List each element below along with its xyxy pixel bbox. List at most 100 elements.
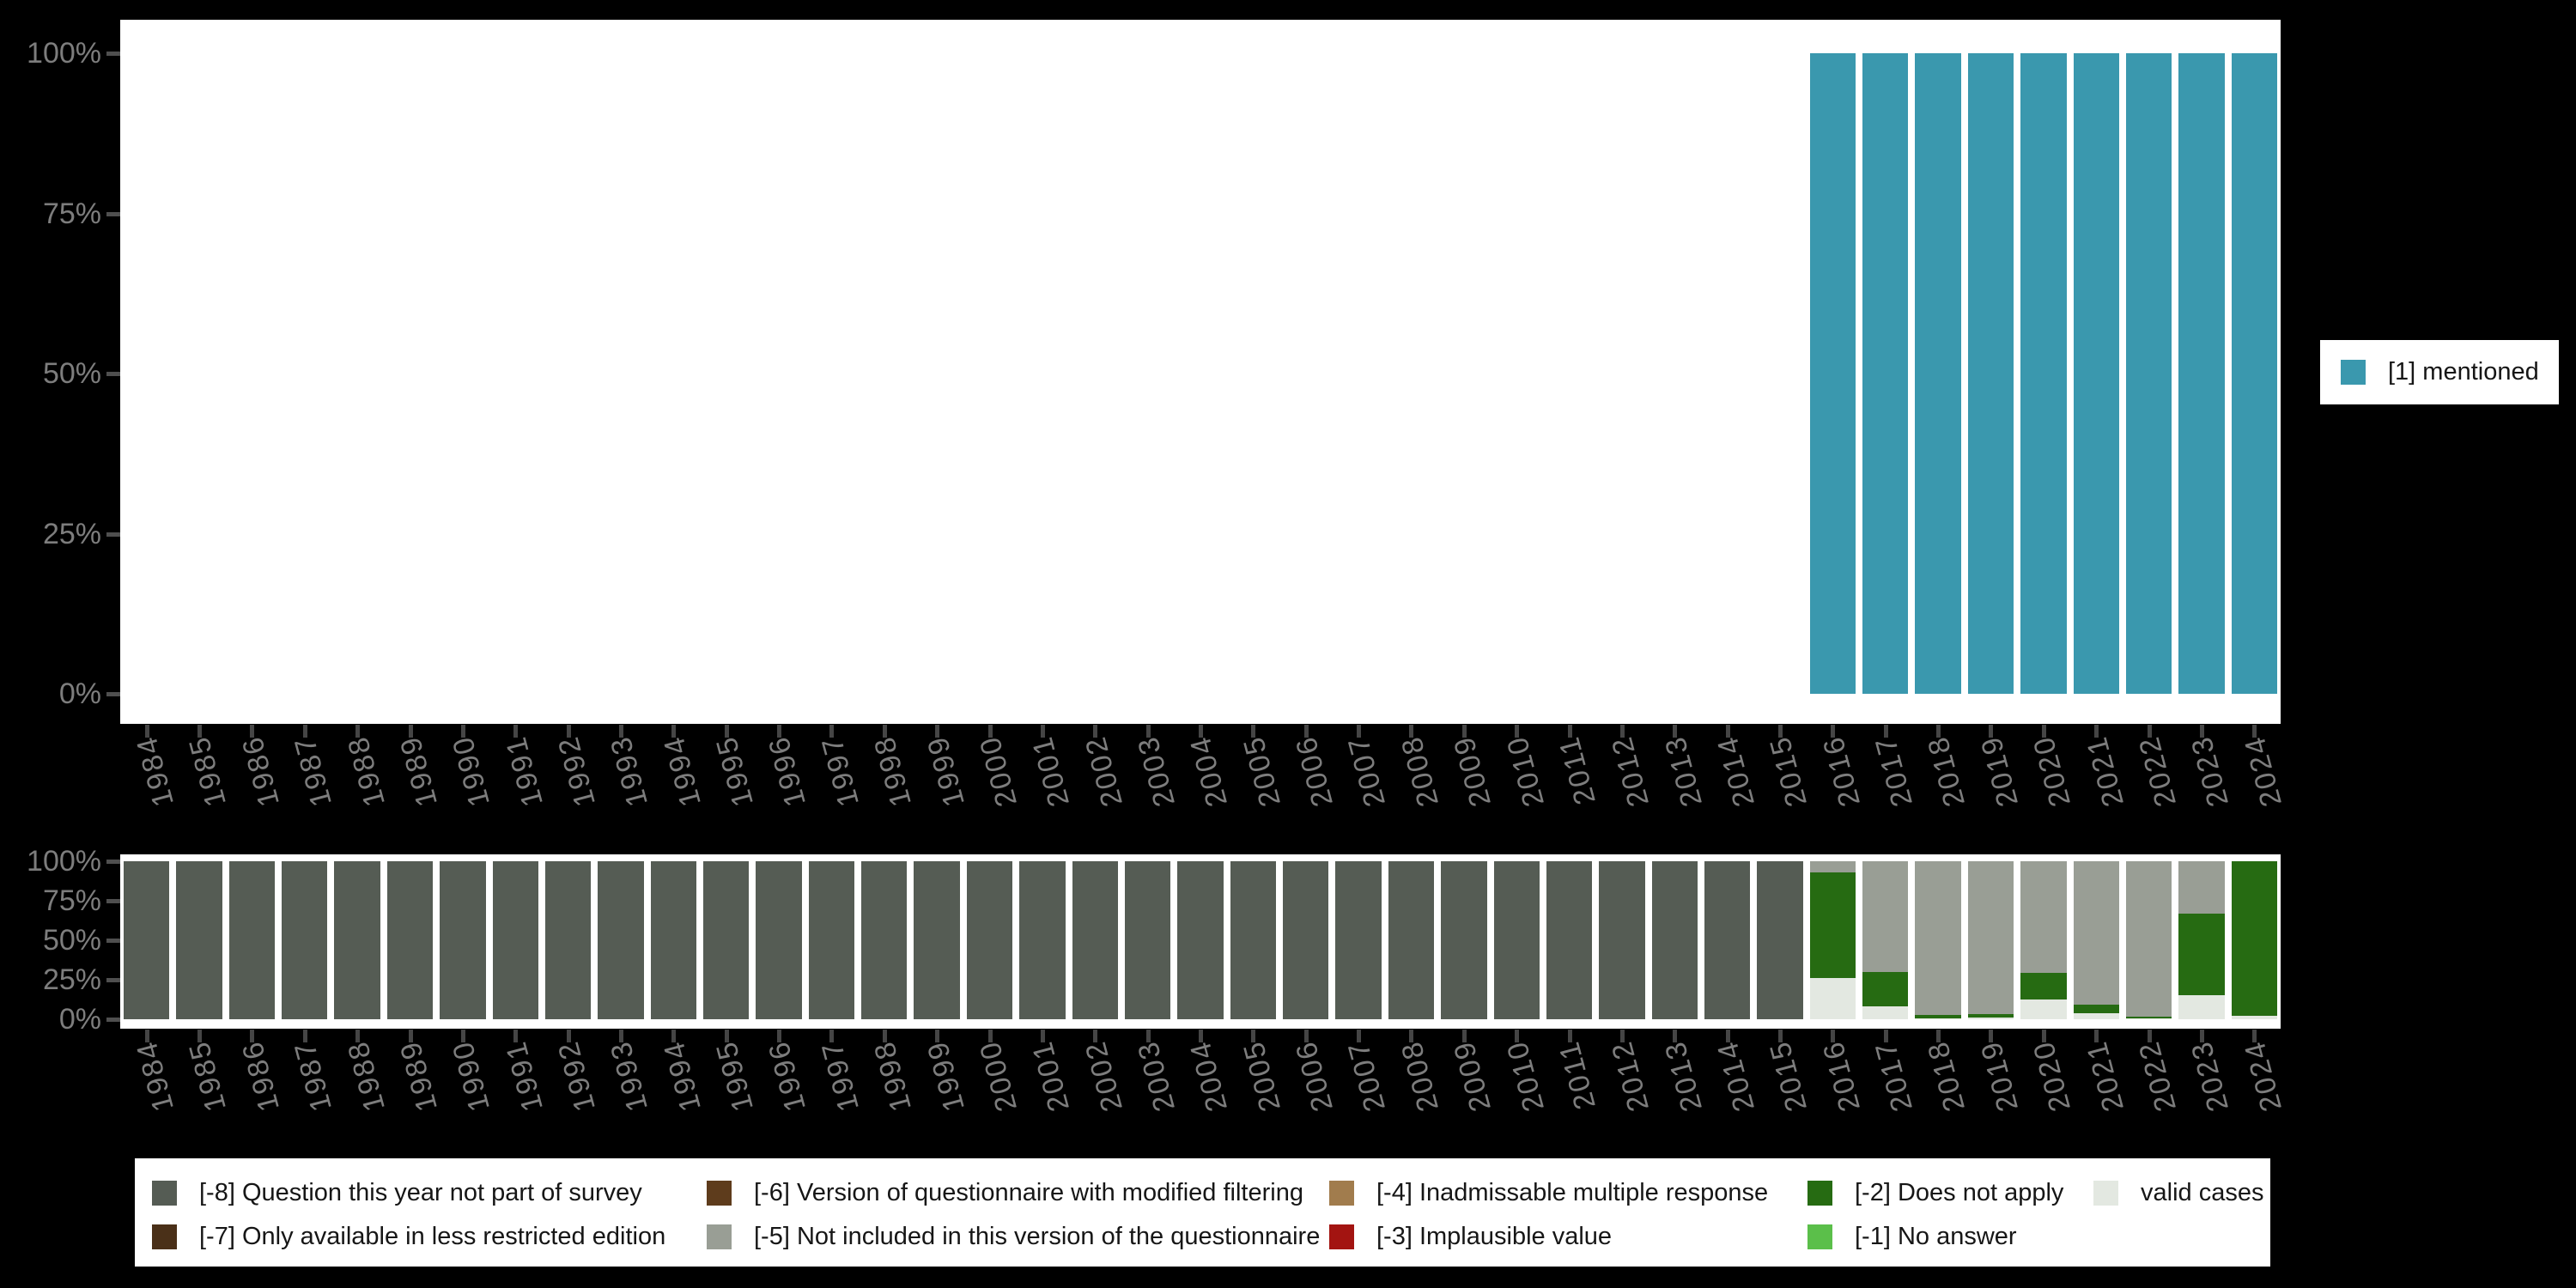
legend-label--4: [-4] Inadmissable multiple response — [1376, 1178, 1769, 1206]
x-axis-year-label: 2023 — [2184, 732, 2236, 811]
legend-item--1: [-1] No answer — [1807, 1220, 2017, 1253]
bar-mentioned-2022 — [2125, 53, 2172, 694]
segment--8-2005 — [1230, 861, 1277, 1019]
legend-swatch--8 — [152, 1180, 177, 1206]
x-axis-year-label: 2019 — [1974, 732, 2025, 811]
bar-mentioned-2020 — [2020, 53, 2067, 694]
segment--5-2016 — [1809, 861, 1856, 872]
segment--8-1984 — [124, 861, 170, 1019]
x-axis-year-label: 2006 — [1289, 732, 1340, 811]
x-axis-tick — [1303, 725, 1309, 738]
x-axis-tick — [2199, 725, 2204, 738]
segment--8-1988 — [334, 861, 380, 1019]
legend-label--2: [-2] Does not apply — [1855, 1178, 2064, 1206]
x-axis-tick — [355, 1030, 361, 1042]
x-axis-year-label: 1992 — [551, 732, 602, 811]
x-axis-year-label: 1991 — [499, 732, 550, 811]
y-axis-tick — [106, 860, 120, 864]
legend-swatch--3 — [1329, 1224, 1354, 1249]
x-axis-year-label: 1996 — [762, 1036, 813, 1115]
segment--8-2007 — [1335, 861, 1382, 1019]
y-axis-label: 100% — [27, 37, 101, 70]
segment--8-1987 — [282, 861, 328, 1019]
x-axis-year-label: 2010 — [1500, 1036, 1551, 1115]
x-axis-year-label: 2023 — [2184, 1036, 2236, 1115]
x-axis-year-label: 1990 — [446, 1036, 497, 1115]
x-axis-year-label: 2005 — [1236, 1036, 1287, 1115]
x-axis-tick — [250, 725, 255, 738]
x-axis-tick — [513, 1030, 519, 1042]
bar-mentioned-2017 — [1862, 53, 1909, 694]
x-axis-year-label: 1987 — [288, 732, 339, 811]
x-axis-tick — [1673, 725, 1678, 738]
x-axis-year-label: 1994 — [657, 1036, 708, 1115]
x-axis-tick — [618, 725, 623, 738]
x-axis-tick — [2199, 1030, 2204, 1042]
x-axis-tick — [1515, 1030, 1520, 1042]
y-axis-label: 75% — [42, 197, 101, 230]
x-axis-tick — [1567, 1030, 1572, 1042]
legend-swatch--7 — [152, 1224, 177, 1249]
x-axis-year-label: 1986 — [235, 732, 286, 811]
x-axis-year-label: 2007 — [1342, 732, 1393, 811]
x-axis-year-label: 2024 — [2238, 1036, 2288, 1115]
x-axis-year-label: 1995 — [709, 732, 761, 811]
x-axis-year-label: 2016 — [1816, 732, 1867, 811]
segment--8-1989 — [386, 861, 434, 1019]
segment--2-2023 — [2178, 913, 2225, 996]
x-axis-tick — [408, 725, 413, 738]
x-axis-tick — [1461, 725, 1467, 738]
segment--8-2008 — [1388, 861, 1435, 1019]
x-axis-year-label: 2013 — [1658, 1036, 1709, 1115]
x-axis-tick — [671, 1030, 677, 1042]
segment--8-2015 — [1757, 861, 1803, 1019]
x-axis-tick — [408, 1030, 413, 1042]
x-axis-year-label: 2004 — [1183, 1036, 1235, 1115]
x-axis-tick — [1725, 1030, 1730, 1042]
x-axis-year-label: 2008 — [1394, 1036, 1445, 1115]
segment--8-1991 — [492, 861, 538, 1019]
segment--8-1998 — [861, 861, 908, 1019]
x-axis-tick — [1883, 725, 1888, 738]
x-axis-tick — [987, 725, 993, 738]
x-axis-year-label: 2004 — [1183, 732, 1235, 811]
x-axis-tick — [1461, 1030, 1467, 1042]
legend-swatch--2 — [1807, 1180, 1832, 1206]
segment--8-1996 — [756, 861, 802, 1019]
x-axis-year-label: 2009 — [1447, 732, 1498, 811]
x-axis-year-label: 2001 — [1025, 732, 1077, 811]
x-axis-year-label: 1988 — [341, 732, 392, 811]
x-axis-tick — [566, 725, 571, 738]
x-axis-tick — [671, 725, 677, 738]
x-axis-year-label: 2015 — [1763, 1036, 1814, 1115]
segment--8-1995 — [703, 861, 750, 1019]
legend-item--3: [-3] Implausible value — [1329, 1220, 1612, 1253]
x-axis-tick — [724, 725, 729, 738]
x-axis-tick — [829, 725, 835, 738]
x-axis-year-label: 2003 — [1131, 732, 1182, 811]
x-axis-year-label: 1985 — [183, 732, 234, 811]
segment--5-2019 — [1967, 861, 2014, 1015]
x-axis-tick — [460, 1030, 465, 1042]
segment--8-1985 — [176, 861, 222, 1019]
x-axis-year-label: 2002 — [1078, 1036, 1129, 1115]
segment--5-2021 — [2073, 861, 2119, 1005]
x-axis-year-label: 1988 — [341, 1036, 392, 1115]
segment--8-1994 — [650, 861, 697, 1019]
x-axis-year-label: 2017 — [1868, 732, 1920, 811]
x-axis-tick — [1936, 1030, 1941, 1042]
x-axis-year-label: 2000 — [973, 732, 1024, 811]
legend-swatch--1 — [1807, 1224, 1832, 1249]
segment--2-2019 — [1967, 1014, 2014, 1018]
x-axis-year-label: 2011 — [1552, 732, 1603, 809]
x-axis-tick — [987, 1030, 993, 1042]
x-axis-tick — [2147, 1030, 2152, 1042]
x-axis-tick — [1883, 1030, 1888, 1042]
x-axis-tick — [1251, 725, 1256, 738]
segment--8-1992 — [544, 861, 592, 1019]
x-axis-year-label: 1998 — [867, 1036, 919, 1115]
x-axis-tick — [566, 1030, 571, 1042]
x-axis-year-label: 2013 — [1658, 732, 1709, 811]
x-axis-tick — [302, 1030, 307, 1042]
y-axis-tick — [106, 692, 120, 696]
